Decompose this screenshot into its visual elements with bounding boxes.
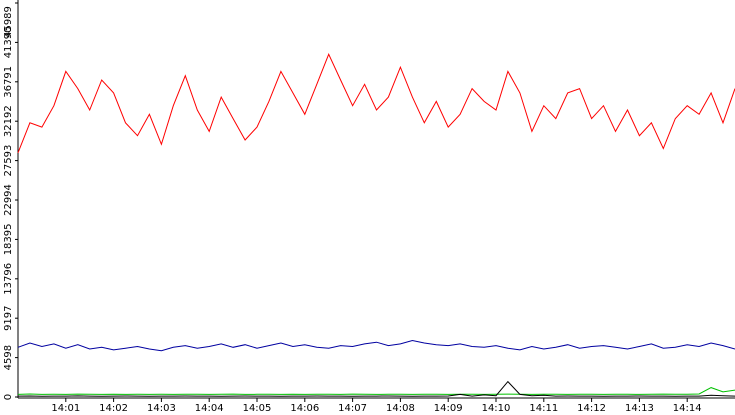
series-line — [17, 380, 735, 397]
x-tick-label: 14:03 — [147, 403, 176, 414]
x-tick-label: 14:14 — [673, 403, 702, 414]
x-tick-label: 14:08 — [386, 403, 415, 414]
y-tick-label: 36791 — [3, 66, 14, 98]
x-tick-label: 14:09 — [434, 403, 463, 414]
series-line — [17, 53, 735, 153]
x-tick-label: 14:13 — [625, 403, 654, 414]
y-tick-label: 27593 — [3, 145, 14, 177]
x-tick-label: 14:05 — [243, 403, 272, 414]
x-tick-label: 14:02 — [99, 403, 128, 414]
y-tick-label: 13796 — [3, 263, 14, 295]
y-tick-label: 4598 — [3, 345, 14, 370]
series-line — [17, 339, 735, 352]
y-tick-label: 45989 — [3, 6, 14, 38]
x-tick-label: 14:12 — [577, 403, 606, 414]
y-tick-label: 9197 — [3, 305, 14, 330]
y-tick-label: 41390 — [3, 26, 14, 58]
y-tick-label: 18395 — [3, 223, 14, 255]
x-tick-label: 14:10 — [482, 403, 511, 414]
x-tick-label: 14:04 — [195, 403, 224, 414]
y-tick-label: 22994 — [3, 184, 14, 216]
x-tick-label: 14:07 — [338, 403, 367, 414]
x-tick-label: 14:06 — [290, 403, 319, 414]
y-tick-label: 0 — [3, 394, 14, 400]
x-tick-label: 14:01 — [51, 403, 80, 414]
x-tick-label: 14:11 — [529, 403, 558, 414]
y-tick-label: 32192 — [3, 105, 14, 137]
series-line — [17, 387, 735, 395]
